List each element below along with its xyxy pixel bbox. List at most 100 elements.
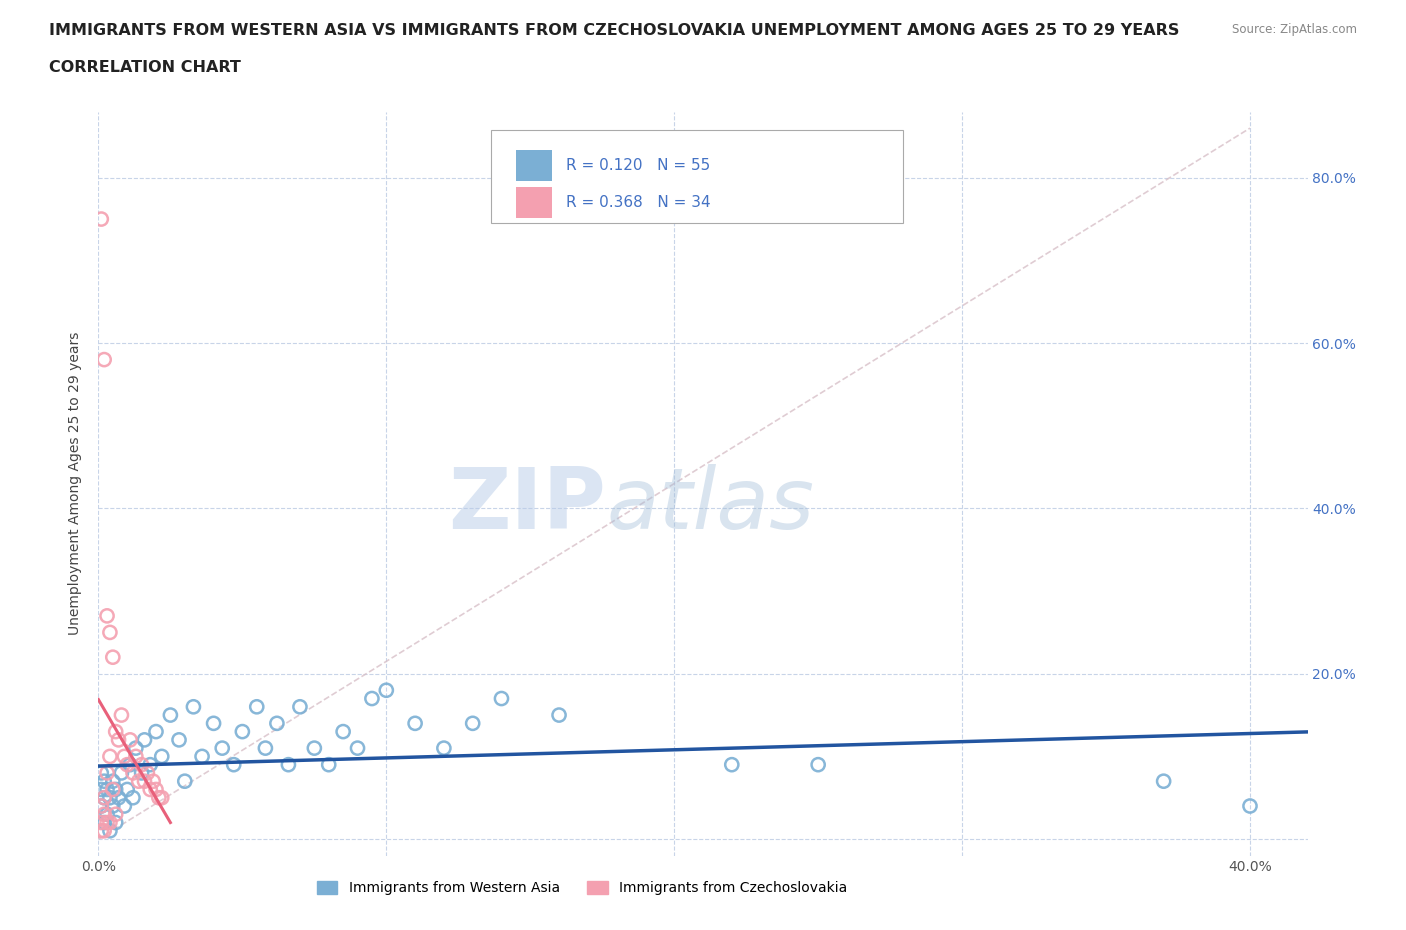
Point — [332, 724, 354, 739]
Point — [93, 774, 115, 789]
Point — [90, 782, 112, 797]
Point — [110, 765, 132, 780]
Point — [98, 823, 121, 838]
Point — [346, 740, 368, 755]
Point — [90, 212, 112, 227]
Point — [90, 815, 112, 830]
Text: CORRELATION CHART: CORRELATION CHART — [49, 60, 240, 75]
FancyBboxPatch shape — [516, 150, 551, 181]
Point — [96, 807, 118, 822]
Point — [173, 774, 195, 789]
Point — [150, 749, 173, 764]
Point — [93, 352, 115, 367]
Text: R = 0.120   N = 55: R = 0.120 N = 55 — [567, 158, 710, 173]
Point — [246, 699, 269, 714]
Point — [131, 757, 153, 772]
Point — [1239, 799, 1261, 814]
Point — [104, 807, 127, 822]
Y-axis label: Unemployment Among Ages 25 to 29 years: Unemployment Among Ages 25 to 29 years — [69, 332, 83, 635]
Point — [90, 823, 112, 838]
Point — [254, 740, 277, 755]
Point — [145, 724, 167, 739]
Point — [104, 724, 127, 739]
Point — [142, 774, 165, 789]
Point — [125, 749, 148, 764]
Point — [93, 790, 115, 805]
Point — [404, 716, 426, 731]
Point — [120, 757, 142, 772]
Point — [90, 799, 112, 814]
Point — [93, 807, 115, 822]
Point — [90, 799, 112, 814]
Text: Source: ZipAtlas.com: Source: ZipAtlas.com — [1232, 23, 1357, 36]
Point — [433, 740, 456, 755]
Legend: Immigrants from Western Asia, Immigrants from Czechoslovakia: Immigrants from Western Asia, Immigrants… — [311, 875, 853, 901]
Point — [125, 740, 148, 755]
Point — [159, 708, 181, 723]
Point — [318, 757, 340, 772]
Point — [98, 815, 121, 830]
Point — [96, 608, 118, 623]
Point — [122, 790, 145, 805]
Point — [120, 733, 142, 748]
Point — [277, 757, 299, 772]
Point — [202, 716, 225, 731]
Point — [183, 699, 205, 714]
Point — [96, 815, 118, 830]
Point — [110, 708, 132, 723]
Point — [134, 774, 156, 789]
Point — [101, 774, 124, 789]
Point — [139, 782, 162, 797]
Point — [807, 757, 830, 772]
Point — [112, 749, 135, 764]
Point — [98, 790, 121, 805]
FancyBboxPatch shape — [516, 187, 551, 218]
Point — [98, 749, 121, 764]
Point — [115, 782, 138, 797]
Text: atlas: atlas — [606, 464, 814, 548]
Point — [96, 782, 118, 797]
Point — [90, 765, 112, 780]
Point — [266, 716, 288, 731]
Point — [101, 782, 124, 797]
Point — [211, 740, 233, 755]
Point — [101, 650, 124, 665]
Point — [304, 740, 326, 755]
Point — [104, 782, 127, 797]
Point — [375, 683, 398, 698]
Point — [104, 815, 127, 830]
Point — [222, 757, 245, 772]
Point — [107, 733, 129, 748]
Point — [548, 708, 571, 723]
Point — [112, 799, 135, 814]
Text: R = 0.368   N = 34: R = 0.368 N = 34 — [567, 195, 711, 210]
Point — [191, 749, 214, 764]
Point — [101, 799, 124, 814]
Point — [134, 733, 156, 748]
Point — [148, 790, 170, 805]
Point — [128, 774, 150, 789]
Point — [93, 815, 115, 830]
Point — [139, 757, 162, 772]
Point — [461, 716, 484, 731]
Text: IMMIGRANTS FROM WESTERN ASIA VS IMMIGRANTS FROM CZECHOSLOVAKIA UNEMPLOYMENT AMON: IMMIGRANTS FROM WESTERN ASIA VS IMMIGRAN… — [49, 23, 1180, 38]
Point — [150, 790, 173, 805]
Point — [93, 790, 115, 805]
Point — [115, 757, 138, 772]
Point — [145, 782, 167, 797]
Point — [720, 757, 742, 772]
Point — [93, 823, 115, 838]
Point — [98, 625, 121, 640]
Point — [288, 699, 311, 714]
Point — [107, 790, 129, 805]
Point — [361, 691, 384, 706]
Point — [122, 765, 145, 780]
Point — [1153, 774, 1175, 789]
Point — [96, 765, 118, 780]
Point — [231, 724, 253, 739]
Point — [131, 765, 153, 780]
Point — [136, 765, 159, 780]
FancyBboxPatch shape — [492, 130, 903, 223]
Point — [167, 733, 190, 748]
Text: ZIP: ZIP — [449, 464, 606, 548]
